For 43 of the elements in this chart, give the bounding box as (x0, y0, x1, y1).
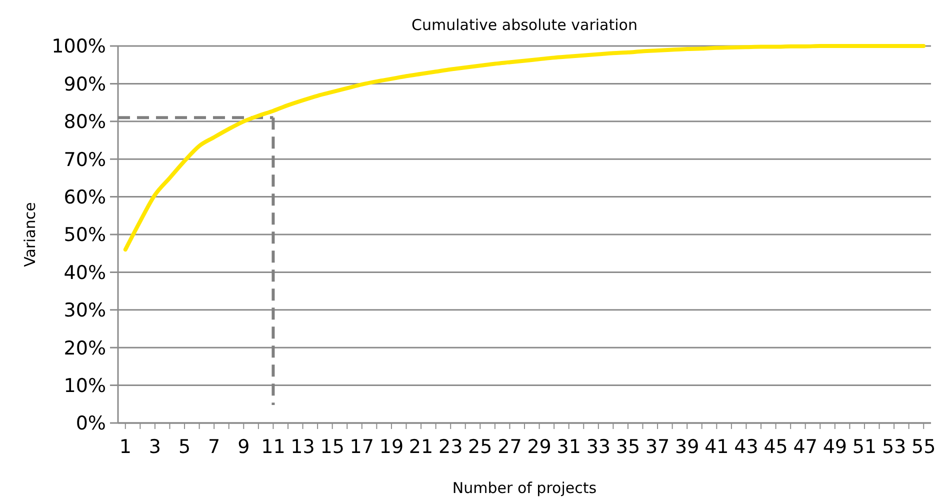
x-tick-label: 7 (208, 436, 220, 458)
x-tick-label: 29 (527, 436, 552, 458)
x-tick-label: 53 (882, 436, 906, 458)
x-tick-label: 9 (238, 436, 250, 458)
x-tick-label: 13 (290, 436, 315, 458)
x-tick-label: 43 (734, 436, 758, 458)
x-tick-label: 19 (379, 436, 404, 458)
y-tick-label: 60% (64, 186, 106, 208)
x-tick-label: 49 (822, 436, 848, 458)
x-tick-label: 17 (350, 436, 374, 458)
line-series (123, 44, 926, 252)
y-axis-title: Variance (21, 202, 39, 267)
y-tick-label: 50% (64, 224, 106, 246)
x-tick-label: 23 (438, 436, 463, 458)
x-tick-label: 45 (764, 436, 788, 458)
x-tick-label: 1 (119, 436, 132, 458)
y-tick-label: 20% (64, 337, 106, 360)
chart-title: Cumulative absolute variation (412, 16, 638, 34)
x-tick-label: 37 (645, 436, 670, 458)
x-tick-label: 25 (468, 436, 492, 458)
y-tick-label: 0% (76, 412, 106, 435)
x-tick-label: 27 (498, 436, 522, 458)
x-tick-label: 21 (408, 436, 434, 458)
y-tick-label: 100% (52, 36, 106, 58)
x-tick-label: 31 (556, 436, 581, 458)
y-tick-label: 90% (64, 73, 106, 96)
x-tick-label: 35 (616, 436, 640, 458)
x-tick-label: 33 (586, 436, 611, 458)
x-tick-label: 3 (148, 436, 161, 458)
y-tick-label: 80% (64, 111, 106, 134)
x-tick-label: 55 (912, 436, 936, 458)
x-tick-label: 41 (704, 436, 729, 458)
x-tick-label: 51 (852, 436, 877, 458)
y-tick-label: 70% (64, 148, 106, 171)
x-axis-title: Number of projects (452, 479, 597, 497)
x-tick-label: 11 (261, 436, 286, 458)
x-tick-label: 47 (793, 436, 818, 458)
x-tick-label: 5 (178, 436, 191, 458)
y-tick-label: 40% (64, 262, 106, 284)
y-tick-label: 10% (64, 374, 106, 397)
x-tick-label: 39 (675, 436, 700, 458)
y-tick-label: 30% (64, 300, 106, 322)
x-tick-label: 15 (320, 436, 344, 458)
